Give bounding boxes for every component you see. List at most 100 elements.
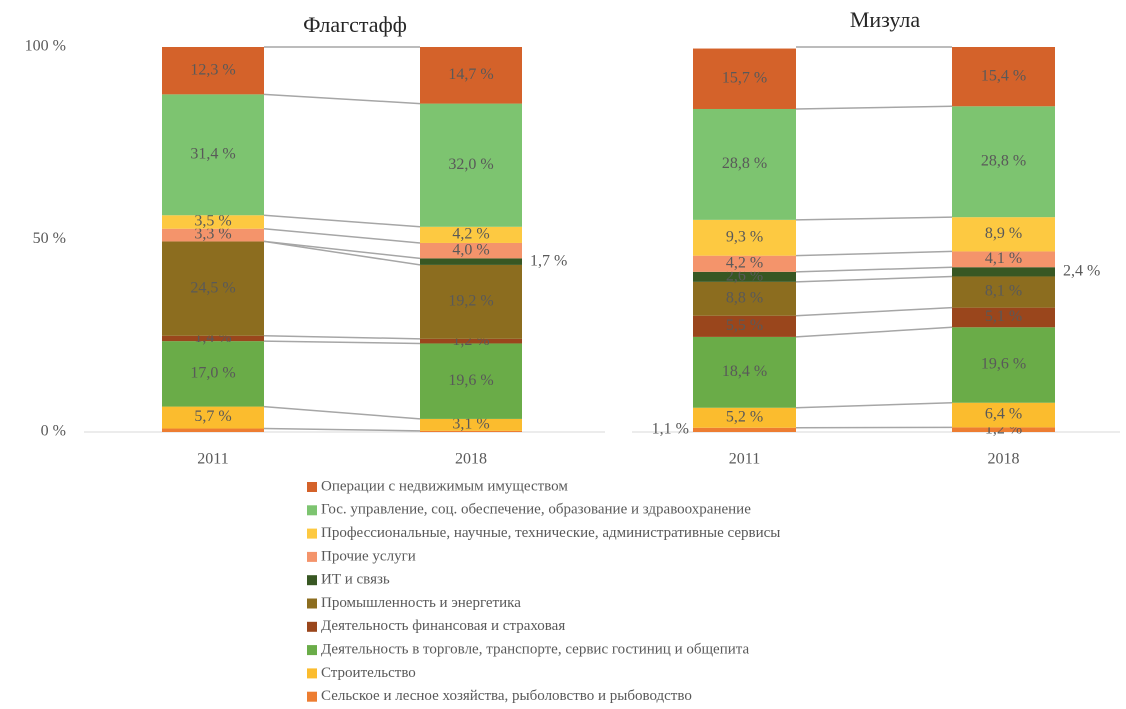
legend-swatch xyxy=(307,482,317,492)
bar-segment xyxy=(420,258,522,265)
legend-swatch xyxy=(307,691,317,702)
legend-swatch xyxy=(307,575,317,586)
bar-segment xyxy=(162,47,264,95)
value-label: 5,1 % xyxy=(985,308,1022,325)
legend-swatch xyxy=(307,668,317,679)
connector xyxy=(263,427,421,432)
bar-segment xyxy=(420,418,522,431)
legend-label: Промышленность и энергетика xyxy=(321,595,521,611)
value-label: 3,5 % xyxy=(194,213,231,230)
legend-label: ИТ и связь xyxy=(321,572,390,588)
bar-segment xyxy=(693,336,796,408)
x-tick-label: 2011 xyxy=(197,451,228,468)
bar-segment xyxy=(952,307,1055,328)
bar-segment xyxy=(162,406,264,429)
bar-segment xyxy=(693,315,796,337)
bar-segment xyxy=(952,427,1055,432)
value-label: 5,5 % xyxy=(726,317,763,334)
value-label: 19,6 % xyxy=(448,372,493,389)
bar-segment xyxy=(952,251,1055,268)
bar-segment xyxy=(420,264,522,339)
value-label: 8,8 % xyxy=(726,289,763,306)
value-label: 9,3 % xyxy=(726,228,763,245)
legend-label: Профессиональные, научные, технические, … xyxy=(321,525,780,541)
legend-swatch xyxy=(307,551,317,562)
legend-label: Деятельность финансовая и страховая xyxy=(321,618,565,634)
value-label: 4,2 % xyxy=(452,226,489,243)
value-label: 15,7 % xyxy=(722,69,767,86)
value-label: 1,7 % xyxy=(530,252,567,269)
y-tick-label: 100 % xyxy=(25,38,66,55)
bar-segment xyxy=(693,219,796,256)
bar-segment xyxy=(952,402,1055,428)
connector xyxy=(795,250,953,257)
y-tick-label: 0 % xyxy=(41,423,66,440)
value-label: 8,9 % xyxy=(985,225,1022,242)
value-label: 4,2 % xyxy=(726,254,763,271)
legend-label: Деятельность в торговле, транспорте, сер… xyxy=(321,642,749,658)
value-label: 3,3 % xyxy=(194,226,231,243)
value-label: 5,7 % xyxy=(194,408,231,425)
x-tick-label: 2018 xyxy=(988,451,1020,468)
legend-label: Прочие услуги xyxy=(321,548,416,564)
bar-segment xyxy=(693,427,796,432)
legend-label: Гос. управление, соц. обеспечение, образ… xyxy=(321,502,751,518)
connector xyxy=(795,306,953,317)
value-label: 24,5 % xyxy=(190,279,235,296)
bar-segment xyxy=(693,281,796,316)
bar-segment xyxy=(952,327,1055,403)
value-label: 28,8 % xyxy=(981,152,1026,169)
bar-segment xyxy=(420,338,522,344)
connector xyxy=(263,240,421,260)
bar-segment xyxy=(693,108,796,220)
legend-label: Строительство xyxy=(321,665,416,681)
value-label: 5,2 % xyxy=(726,408,763,425)
connector xyxy=(263,227,421,244)
bar-segment xyxy=(693,255,796,272)
bar-segment xyxy=(162,94,264,216)
y-tick-label: 50 % xyxy=(33,230,66,247)
value-label: 12,3 % xyxy=(190,61,235,78)
connector xyxy=(795,266,953,273)
bar-segment xyxy=(420,430,522,432)
bar-segment xyxy=(693,48,796,109)
bar-segment xyxy=(952,276,1055,308)
value-label: 8,1 % xyxy=(985,283,1022,300)
chart-title: Мизула xyxy=(850,7,921,32)
bar-segment xyxy=(420,242,522,259)
connector xyxy=(795,275,953,283)
connector xyxy=(263,405,421,420)
bar-segment xyxy=(693,407,796,428)
x-tick-label: 2011 xyxy=(729,451,760,468)
bar-segment xyxy=(162,228,264,242)
connector xyxy=(795,326,953,338)
value-label: 1,1 % xyxy=(652,421,689,438)
bar-segment xyxy=(162,241,264,336)
value-label: 4,0 % xyxy=(452,241,489,258)
connector xyxy=(263,340,421,345)
legend-swatch xyxy=(307,528,317,539)
legend-swatch xyxy=(307,645,317,656)
value-label: 2,4 % xyxy=(1063,263,1100,280)
value-label: 19,6 % xyxy=(981,356,1026,373)
value-label: 18,4 % xyxy=(722,363,767,380)
bar-segment xyxy=(162,215,264,229)
value-label: 31,4 % xyxy=(190,145,235,162)
legend-swatch xyxy=(307,598,317,609)
value-label: 28,8 % xyxy=(722,155,767,172)
bar-segment xyxy=(162,341,264,407)
bar-segment xyxy=(420,226,522,243)
value-label: 17,0 % xyxy=(190,365,235,382)
value-label: 6,4 % xyxy=(985,406,1022,423)
connector xyxy=(795,401,953,409)
bar-segment xyxy=(162,335,264,342)
bar-segment xyxy=(952,106,1055,218)
connector xyxy=(263,335,421,340)
value-label: 4,1 % xyxy=(985,250,1022,267)
bar-segment xyxy=(952,267,1055,277)
legend-swatch xyxy=(307,621,317,632)
connector xyxy=(263,240,421,266)
bar-segment xyxy=(420,103,522,227)
connector xyxy=(263,93,421,105)
